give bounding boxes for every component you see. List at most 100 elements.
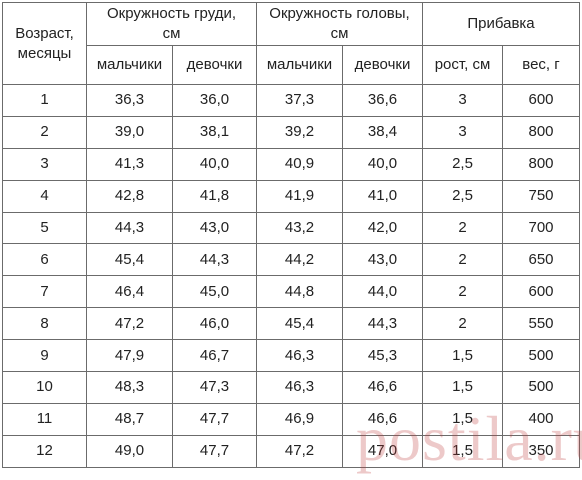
table-row: 7 46,4 45,0 44,8 44,0 2 600 bbox=[2, 275, 581, 309]
table-row: 6 45,4 44,3 44,2 43,0 2 650 bbox=[2, 243, 581, 277]
header-gain: Прибавка bbox=[421, 2, 581, 46]
cell-head-girls: 40,0 bbox=[342, 147, 423, 181]
cell-head-boys: 37,3 bbox=[256, 84, 343, 117]
cell-head-girls: 45,3 bbox=[342, 339, 423, 373]
cell-head-girls: 44,0 bbox=[342, 275, 423, 309]
cell-head-boys: 39,2 bbox=[256, 115, 343, 149]
table-row: 11 48,7 47,7 46,9 46,6 1,5 400 bbox=[2, 402, 581, 436]
cell-gain-weight: 500 bbox=[501, 371, 581, 404]
cell-gain-height: 2,5 bbox=[422, 179, 503, 213]
cell-chest-boys: 48,7 bbox=[86, 402, 173, 436]
cell-head-boys: 47,2 bbox=[256, 434, 343, 468]
cell-chest-girls: 41,8 bbox=[172, 179, 257, 213]
cell-gain-weight: 600 bbox=[501, 84, 581, 117]
header-chest-circumference: Окружность груди, см bbox=[86, 2, 257, 46]
header-chest-boys: мальчики bbox=[86, 45, 173, 85]
cell-head-girls: 42,0 bbox=[342, 211, 423, 245]
cell-gain-height: 2,5 bbox=[422, 147, 503, 181]
header-head-boys: мальчики bbox=[256, 45, 343, 85]
cell-gain-height: 1,5 bbox=[422, 402, 503, 436]
cell-gain-height: 1,5 bbox=[422, 434, 503, 468]
cell-head-girls: 36,6 bbox=[342, 84, 423, 117]
cell-head-boys: 45,4 bbox=[256, 307, 343, 341]
table-row: 2 39,0 38,1 39,2 38,4 3 800 bbox=[2, 115, 581, 149]
cell-chest-girls: 40,0 bbox=[172, 147, 257, 181]
cell-age: 5 bbox=[2, 211, 87, 245]
cell-gain-weight: 350 bbox=[501, 434, 581, 468]
cell-age: 4 bbox=[2, 179, 87, 213]
cell-age: 6 bbox=[2, 243, 87, 277]
header-age: Возраст, месяцы bbox=[2, 2, 87, 85]
cell-age: 2 bbox=[2, 115, 87, 149]
header-gain-height: рост, см bbox=[422, 45, 503, 85]
cell-age: 10 bbox=[2, 371, 87, 404]
table-row: 9 47,9 46,7 46,3 45,3 1,5 500 bbox=[2, 339, 581, 373]
cell-chest-boys: 42,8 bbox=[86, 179, 173, 213]
cell-chest-boys: 44,3 bbox=[86, 211, 173, 245]
cell-age: 11 bbox=[2, 402, 87, 436]
cell-gain-height: 2 bbox=[422, 211, 503, 245]
cell-gain-height: 2 bbox=[422, 275, 503, 309]
cell-head-boys: 44,2 bbox=[256, 243, 343, 277]
cell-chest-boys: 41,3 bbox=[86, 147, 173, 181]
cell-chest-girls: 47,7 bbox=[172, 434, 257, 468]
cell-gain-height: 1,5 bbox=[422, 371, 503, 404]
cell-gain-weight: 800 bbox=[501, 147, 581, 181]
growth-table: Возраст, месяцы Окружность груди, см Окр… bbox=[2, 2, 581, 468]
cell-chest-boys: 45,4 bbox=[86, 243, 173, 277]
cell-gain-weight: 400 bbox=[501, 402, 581, 436]
cell-chest-girls: 44,3 bbox=[172, 243, 257, 277]
table-row: 10 48,3 47,3 46,3 46,6 1,5 500 bbox=[2, 371, 581, 404]
cell-chest-girls: 47,7 bbox=[172, 402, 257, 436]
cell-chest-girls: 43,0 bbox=[172, 211, 257, 245]
cell-gain-weight: 500 bbox=[501, 339, 581, 373]
cell-chest-girls: 38,1 bbox=[172, 115, 257, 149]
cell-age: 12 bbox=[2, 434, 87, 468]
table-row: 8 47,2 46,0 45,4 44,3 2 550 bbox=[2, 307, 581, 341]
cell-chest-girls: 46,0 bbox=[172, 307, 257, 341]
cell-age: 1 bbox=[2, 84, 87, 117]
cell-head-boys: 41,9 bbox=[256, 179, 343, 213]
cell-chest-boys: 36,3 bbox=[86, 84, 173, 117]
cell-head-boys: 44,8 bbox=[256, 275, 343, 309]
cell-head-boys: 40,9 bbox=[256, 147, 343, 181]
cell-gain-height: 3 bbox=[422, 115, 503, 149]
table-row: 12 49,0 47,7 47,2 47,0 1,5 350 bbox=[2, 434, 581, 468]
table-body: 1 36,3 36,0 37,3 36,6 3 600 2 39,0 38,1 39,2 38,4 3 8… bbox=[2, 84, 581, 468]
cell-age: 3 bbox=[2, 147, 87, 181]
table-row: 5 44,3 43,0 43,2 42,0 2 700 bbox=[2, 211, 581, 245]
cell-head-girls: 46,6 bbox=[342, 371, 423, 404]
cell-gain-height: 2 bbox=[422, 243, 503, 277]
cell-chest-boys: 39,0 bbox=[86, 115, 173, 149]
cell-head-boys: 46,3 bbox=[256, 371, 343, 404]
cell-gain-weight: 700 bbox=[501, 211, 581, 245]
cell-head-girls: 41,0 bbox=[342, 179, 423, 213]
cell-chest-girls: 47,3 bbox=[172, 371, 257, 404]
cell-gain-weight: 650 bbox=[501, 243, 581, 277]
header-chest-girls: девочки bbox=[172, 45, 257, 85]
cell-age: 9 bbox=[2, 339, 87, 373]
cell-chest-boys: 46,4 bbox=[86, 275, 173, 309]
cell-chest-boys: 47,2 bbox=[86, 307, 173, 341]
cell-chest-girls: 46,7 bbox=[172, 339, 257, 373]
table-row: 4 42,8 41,8 41,9 41,0 2,5 750 bbox=[2, 179, 581, 213]
cell-chest-boys: 49,0 bbox=[86, 434, 173, 468]
cell-head-girls: 43,0 bbox=[342, 243, 423, 277]
cell-chest-boys: 47,9 bbox=[86, 339, 173, 373]
header-gain-weight: вес, г bbox=[501, 45, 581, 85]
cell-gain-weight: 600 bbox=[501, 275, 581, 309]
cell-head-girls: 46,6 bbox=[342, 402, 423, 436]
cell-gain-height: 1,5 bbox=[422, 339, 503, 373]
cell-gain-weight: 550 bbox=[501, 307, 581, 341]
table-row: 3 41,3 40,0 40,9 40,0 2,5 800 bbox=[2, 147, 581, 181]
cell-head-girls: 47,0 bbox=[342, 434, 423, 468]
cell-head-girls: 38,4 bbox=[342, 115, 423, 149]
cell-chest-boys: 48,3 bbox=[86, 371, 173, 404]
cell-head-boys: 43,2 bbox=[256, 211, 343, 245]
cell-chest-girls: 45,0 bbox=[172, 275, 257, 309]
cell-age: 7 bbox=[2, 275, 87, 309]
cell-gain-weight: 800 bbox=[501, 115, 581, 149]
cell-gain-weight: 750 bbox=[501, 179, 581, 213]
cell-chest-girls: 36,0 bbox=[172, 84, 257, 117]
table-row: 1 36,3 36,0 37,3 36,6 3 600 bbox=[2, 84, 581, 117]
